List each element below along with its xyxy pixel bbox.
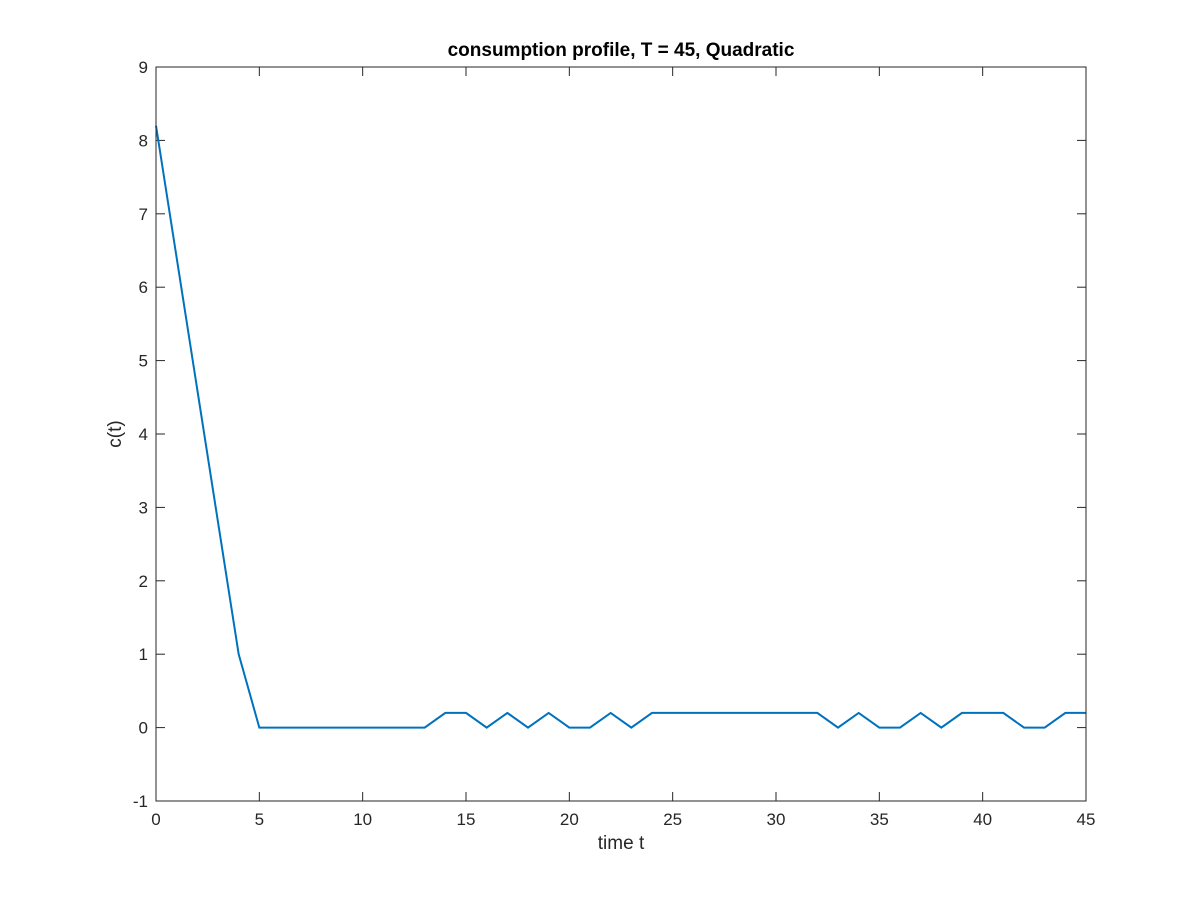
x-tick-label: 20: [560, 810, 579, 829]
x-tick-label: 25: [663, 810, 682, 829]
axis-ticks: [155, 66, 1087, 802]
x-tick-label: 10: [353, 810, 372, 829]
plot-background: [156, 67, 1086, 801]
x-axis-label: time t: [598, 833, 645, 854]
series-line: [155, 125, 1086, 729]
y-tick-label: 8: [139, 131, 148, 150]
x-tick-label: 0: [151, 810, 160, 829]
y-tick-label: 6: [139, 278, 148, 297]
y-tick-label: 5: [139, 352, 148, 371]
y-tick-label: 0: [139, 719, 148, 738]
x-tick-label: 45: [1077, 810, 1096, 829]
y-tick-label: 2: [139, 572, 148, 591]
plot-frame: [155, 66, 1087, 802]
y-tick-label: 7: [139, 205, 148, 224]
x-tick-label: 15: [457, 810, 476, 829]
series-layer: [155, 125, 1086, 729]
chart-title: consumption profile, T = 45, Quadratic: [448, 40, 795, 61]
x-tick-label: 30: [767, 810, 786, 829]
y-tick-label: 3: [139, 498, 148, 517]
x-tick-label: 5: [255, 810, 264, 829]
y-tick-label: -1: [133, 792, 148, 811]
x-tick-label: 35: [870, 810, 889, 829]
y-tick-label: 1: [139, 645, 148, 664]
y-axis-label: c(t): [105, 420, 126, 447]
y-tick-label: 4: [139, 425, 148, 444]
y-tick-label: 9: [139, 58, 148, 77]
x-tick-label: 40: [973, 810, 992, 829]
